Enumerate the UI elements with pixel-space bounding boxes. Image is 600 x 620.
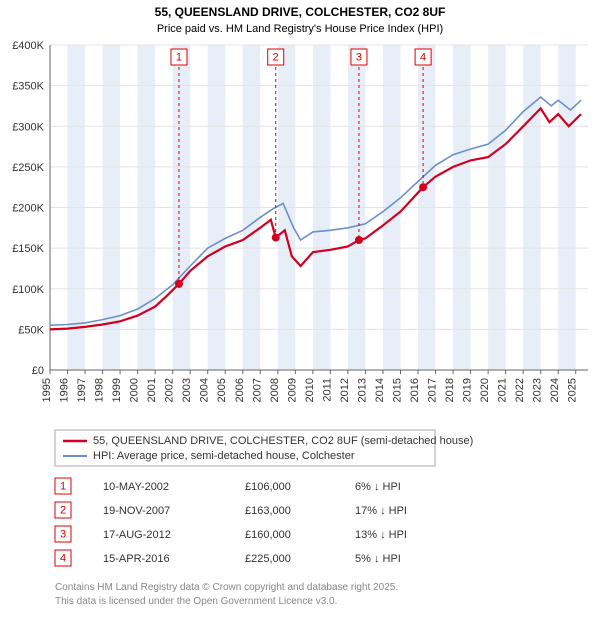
x-tick-label: 2000	[129, 378, 141, 402]
x-tick-label: 1996	[59, 378, 71, 402]
sale-marker-dot	[175, 280, 183, 288]
table-delta: 17% ↓ HPI	[355, 505, 407, 517]
x-tick-label: 2014	[374, 378, 386, 402]
table-date: 15-APR-2016	[103, 553, 170, 565]
x-tick-label: 2022	[514, 378, 526, 402]
x-tick-label: 1997	[76, 378, 88, 402]
table-delta: 5% ↓ HPI	[355, 553, 401, 565]
x-tick-label: 2011	[321, 378, 333, 402]
x-tick-label: 2017	[427, 378, 439, 402]
table-date: 19-NOV-2007	[103, 505, 170, 517]
x-tick-label: 2004	[199, 378, 211, 402]
y-tick-label: £150K	[12, 243, 44, 255]
table-price: £225,000	[245, 553, 291, 565]
x-tick-label: 2020	[479, 378, 491, 402]
x-tick-label: 1995	[41, 378, 53, 402]
chart-svg: 55, QUEENSLAND DRIVE, COLCHESTER, CO2 8U…	[0, 0, 600, 620]
footer-line-1: Contains HM Land Registry data © Crown c…	[55, 582, 398, 593]
y-tick-label: £0	[32, 365, 44, 377]
x-tick-label: 2007	[251, 378, 263, 402]
y-tick-label: £400K	[12, 40, 44, 52]
x-tick-label: 2002	[164, 378, 176, 402]
table-marker-number: 3	[60, 528, 66, 540]
x-tick-label: 2018	[444, 378, 456, 402]
x-tick-label: 1998	[94, 378, 106, 402]
x-tick-label: 2015	[391, 378, 403, 402]
sale-marker-dot	[419, 183, 427, 191]
legend-label-price: 55, QUEENSLAND DRIVE, COLCHESTER, CO2 8U…	[93, 435, 473, 447]
sale-marker-dot	[355, 236, 363, 244]
x-tick-label: 2023	[532, 378, 544, 402]
table-date: 17-AUG-2012	[103, 529, 171, 541]
table-price: £106,000	[245, 481, 291, 493]
x-tick-label: 2006	[234, 378, 246, 402]
y-tick-label: £300K	[12, 121, 44, 133]
sale-marker-number: 3	[356, 51, 362, 63]
x-tick-label: 2010	[304, 378, 316, 402]
x-tick-label: 2021	[497, 378, 509, 402]
y-tick-label: £200K	[12, 203, 44, 215]
x-tick-label: 2012	[339, 378, 351, 402]
table-marker-number: 2	[60, 504, 66, 516]
x-tick-label: 2008	[269, 378, 281, 402]
sale-marker-number: 1	[176, 51, 182, 63]
y-tick-label: £250K	[12, 162, 44, 174]
table-delta: 6% ↓ HPI	[355, 481, 401, 493]
chart-title: 55, QUEENSLAND DRIVE, COLCHESTER, CO2 8U…	[155, 5, 446, 19]
y-tick-label: £50K	[18, 324, 44, 336]
sale-marker-number: 2	[273, 51, 279, 63]
footer-line-2: This data is licensed under the Open Gov…	[55, 596, 337, 607]
table-marker-number: 4	[60, 552, 66, 564]
x-tick-label: 2005	[216, 378, 228, 402]
table-delta: 13% ↓ HPI	[355, 529, 407, 541]
x-tick-label: 2019	[462, 378, 474, 402]
table-price: £163,000	[245, 505, 291, 517]
x-tick-label: 2003	[181, 378, 193, 402]
legend-label-hpi: HPI: Average price, semi-detached house,…	[93, 450, 355, 462]
y-tick-label: £350K	[12, 81, 44, 93]
y-tick-label: £100K	[12, 284, 44, 296]
x-tick-label: 2024	[549, 378, 561, 402]
x-tick-label: 1999	[111, 378, 123, 402]
table-price: £160,000	[245, 529, 291, 541]
x-tick-label: 2009	[286, 378, 298, 402]
x-tick-label: 2016	[409, 378, 421, 402]
table-marker-number: 1	[60, 480, 66, 492]
x-tick-label: 2025	[567, 378, 579, 402]
sale-marker-dot	[272, 234, 280, 242]
chart-subtitle: Price paid vs. HM Land Registry's House …	[157, 23, 443, 35]
sale-marker-number: 4	[420, 51, 426, 63]
table-date: 10-MAY-2002	[103, 481, 169, 493]
x-tick-label: 2001	[146, 378, 158, 402]
x-tick-label: 2013	[356, 378, 368, 402]
